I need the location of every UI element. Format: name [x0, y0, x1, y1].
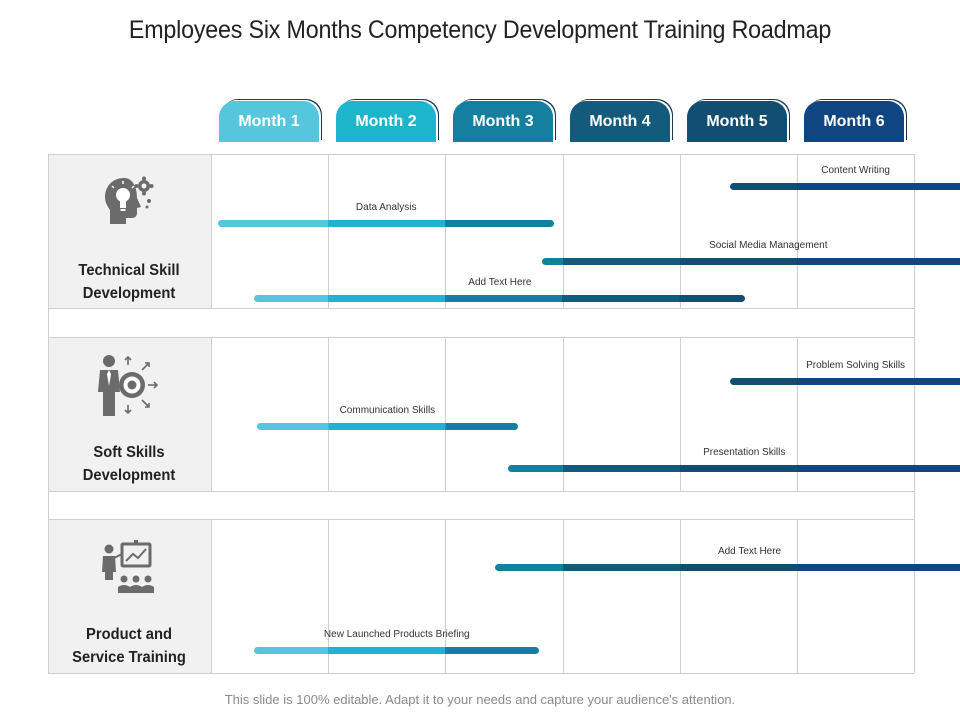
task-bar	[541, 258, 960, 265]
task-label: Social Media Management	[709, 240, 828, 251]
grid-vline	[680, 519, 681, 673]
task-label: Data Analysis	[355, 202, 417, 213]
task-label: Problem Solving Skills	[806, 360, 906, 371]
month-tab-1: Month 1	[219, 101, 319, 142]
task-bar	[254, 295, 746, 302]
task-label: Communication Skills	[339, 405, 436, 416]
grid-hline	[48, 154, 915, 155]
presentation-icon	[102, 540, 154, 593]
grid-vline	[680, 154, 681, 308]
row-label-line: Service Training	[72, 649, 186, 666]
grid-vline	[680, 337, 681, 491]
grid-vline	[328, 519, 329, 673]
task-label: Presentation Skills	[703, 447, 786, 458]
task-bar	[730, 183, 960, 190]
grid-vline	[328, 337, 329, 491]
grid-vline	[797, 154, 798, 308]
grid-vline	[445, 154, 446, 308]
grid-hline	[48, 673, 915, 674]
month-tab-2: Month 2	[336, 101, 436, 142]
month-tab-5: Month 5	[687, 101, 787, 142]
grid-vline	[445, 519, 446, 673]
row-label-line: Development	[82, 467, 176, 484]
grid-vline	[563, 154, 564, 308]
task-bar	[218, 220, 555, 227]
row-label-line: Product and	[86, 626, 172, 643]
row-label-line: Development	[82, 285, 176, 302]
task-bar	[507, 465, 960, 472]
task-bar	[256, 423, 519, 430]
grid-vline	[211, 337, 212, 491]
task-label: Content Writing	[821, 165, 890, 176]
row-label-line: Soft Skills	[93, 444, 165, 461]
grid-vline	[328, 154, 329, 308]
grid-hline	[48, 491, 915, 492]
row-label: Technical Skill Development	[54, 259, 203, 305]
grid-vline	[563, 519, 564, 673]
grid-vline	[211, 519, 212, 673]
row-label: Soft Skills Development	[54, 441, 203, 487]
grid-vline	[48, 154, 49, 673]
month-tab-3: Month 3	[453, 101, 553, 142]
month-tab-6: Month 6	[804, 101, 904, 142]
grid-vline	[914, 154, 915, 673]
grid-hline	[48, 519, 915, 520]
grid-vline	[797, 337, 798, 491]
brain-gear-icon	[105, 176, 154, 224]
task-bar	[254, 647, 540, 654]
task-label: New Launched Products Briefing	[323, 629, 470, 640]
grid-vline	[211, 154, 212, 308]
row-label: Product and Service Training	[54, 623, 203, 669]
grid-vline	[445, 337, 446, 491]
task-bar	[730, 378, 960, 385]
grid-hline	[48, 337, 915, 338]
task-label: Add Text Here	[468, 277, 532, 288]
grid-hline	[48, 308, 915, 309]
footer-note: This slide is 100% editable. Adapt it to…	[224, 692, 736, 707]
grid-vline	[563, 337, 564, 491]
page-title: Employees Six Months Competency Developm…	[128, 16, 832, 44]
task-bar	[494, 564, 960, 571]
task-label: Add Text Here	[717, 546, 782, 557]
row-label-cell	[48, 337, 211, 491]
grid-vline	[797, 519, 798, 673]
month-tab-4: Month 4	[570, 101, 670, 142]
row-label-line: Technical Skill	[78, 262, 180, 279]
businessman-target-icon	[98, 355, 159, 416]
